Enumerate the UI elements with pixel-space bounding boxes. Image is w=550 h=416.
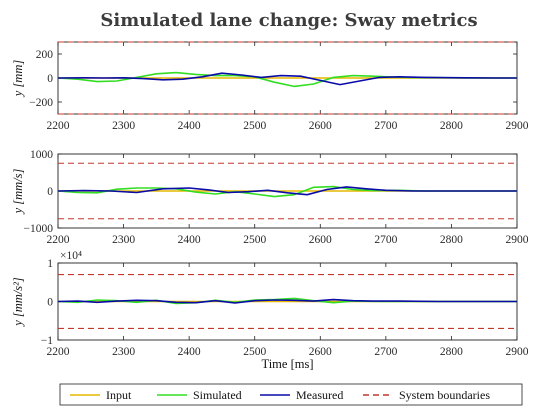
x-axis-label: Time [ms] xyxy=(262,357,314,371)
x-tick-label: 2300 xyxy=(112,234,135,246)
series-line-measured xyxy=(57,186,517,196)
legend: Input Simulated Measured System boundaries xyxy=(59,383,523,406)
x-tick-label: 2500 xyxy=(243,234,266,246)
panel-2: 2200 2300 2400 2500 2600 2700 2800 2900 −1000 0 10… xyxy=(11,149,529,246)
y-tick-label: −200 xyxy=(29,97,53,109)
x-tick-label: 2900 xyxy=(506,120,529,132)
x-tick-label: 2200 xyxy=(47,346,70,358)
legend-label-simulated: Simulated xyxy=(193,388,242,402)
y-tick-label: −1 xyxy=(41,335,53,347)
y-tick-label: 200 xyxy=(36,49,54,61)
y-tick-label: 0 xyxy=(47,297,53,309)
legend-label-system-boundaries: System boundaries xyxy=(399,388,490,402)
y-axis-label: y [mm] xyxy=(11,60,25,99)
y-tick-label: 0 xyxy=(47,186,53,198)
x-tick-label: 2400 xyxy=(178,234,201,246)
panels: 2200 2300 2400 2500 2600 2700 2800 2900 −200 0 200… xyxy=(11,41,529,371)
x-tick-label: 2400 xyxy=(178,346,201,358)
y-tick-label: −1000 xyxy=(24,223,54,235)
panel-1: 2200 2300 2400 2500 2600 2700 2800 2900 −200 0 200… xyxy=(11,41,529,132)
chart-title: Simulated lane change: Sway metrics xyxy=(100,10,477,31)
x-tick-label: 2700 xyxy=(374,346,397,358)
y-tick-label: 1 xyxy=(47,258,53,270)
x-tick-label: 2700 xyxy=(374,234,397,246)
y-tick-label: 0 xyxy=(47,73,53,85)
x-tick-label: 2400 xyxy=(178,120,201,132)
y-exponent-label: ×10⁴ xyxy=(60,250,82,262)
x-tick-label: 2900 xyxy=(506,346,529,358)
y-axis-label: y [mm/s²] xyxy=(11,277,25,328)
x-tick-label: 2800 xyxy=(440,234,463,246)
x-tick-label: 2300 xyxy=(112,120,135,132)
x-tick-label: 2600 xyxy=(309,234,332,246)
x-tick-label: 2600 xyxy=(309,346,332,358)
series-line-measured xyxy=(57,298,517,304)
x-tick-label: 2200 xyxy=(47,234,70,246)
legend-box xyxy=(59,383,523,406)
panel-3: 2200 2300 2400 2500 2600 2700 2800 2900 −1 0 1 ×10⁴… xyxy=(11,250,529,371)
legend-label-input: Input xyxy=(106,388,132,402)
x-tick-label: 2800 xyxy=(440,346,463,358)
series-line-measured xyxy=(57,72,517,86)
x-tick-label: 2500 xyxy=(243,346,266,358)
legend-label-measured: Measured xyxy=(296,388,343,402)
y-axis-label: y [mm/s] xyxy=(11,168,25,215)
x-tick-label: 2700 xyxy=(374,120,397,132)
x-tick-label: 2300 xyxy=(112,346,135,358)
x-tick-label: 2500 xyxy=(243,120,266,132)
y-tick-label: 1000 xyxy=(30,149,53,161)
x-tick-label: 2200 xyxy=(47,120,70,132)
x-tick-label: 2900 xyxy=(506,234,529,246)
x-tick-label: 2800 xyxy=(440,120,463,132)
x-tick-label: 2600 xyxy=(309,120,332,132)
